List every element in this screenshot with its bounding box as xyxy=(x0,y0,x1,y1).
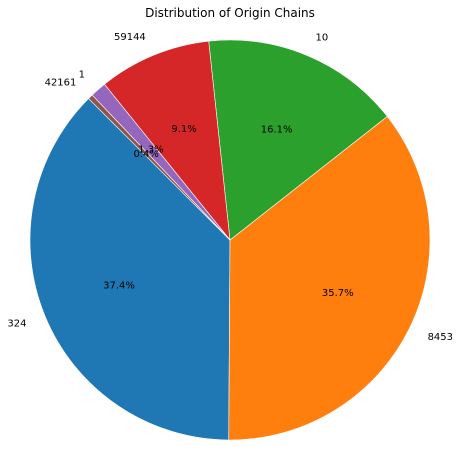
pie-slice-8453 xyxy=(228,116,431,441)
category-label-42161: 42161 xyxy=(45,77,77,88)
percent-label-1: 1.3% xyxy=(138,145,163,156)
pie-slice-42161 xyxy=(88,94,231,241)
percent-label-324: 37.4% xyxy=(103,281,135,292)
percent-labels: 37.4% 35.7% 16.1% 9.1% 1.3%0.4% xyxy=(103,124,354,299)
category-label-1: 1 xyxy=(79,70,85,81)
category-label-8453: 8453 xyxy=(428,332,453,343)
category-label-59144: 59144 xyxy=(114,32,146,43)
chart-title: Distribution of Origin Chains xyxy=(145,6,315,20)
percent-label-59144: 9.1% xyxy=(171,124,196,135)
pie-slice-10 xyxy=(208,39,388,241)
percent-label-42161: 0.4% xyxy=(134,149,159,160)
category-label-10: 10 xyxy=(315,32,328,43)
pie-slices xyxy=(29,39,431,441)
percent-label-10: 16.1% xyxy=(261,124,293,135)
percent-label-8453: 35.7% xyxy=(322,288,354,299)
pie-slice-324 xyxy=(29,98,231,441)
category-label-324: 324 xyxy=(7,319,26,330)
pie-slice-59144 xyxy=(104,40,231,241)
